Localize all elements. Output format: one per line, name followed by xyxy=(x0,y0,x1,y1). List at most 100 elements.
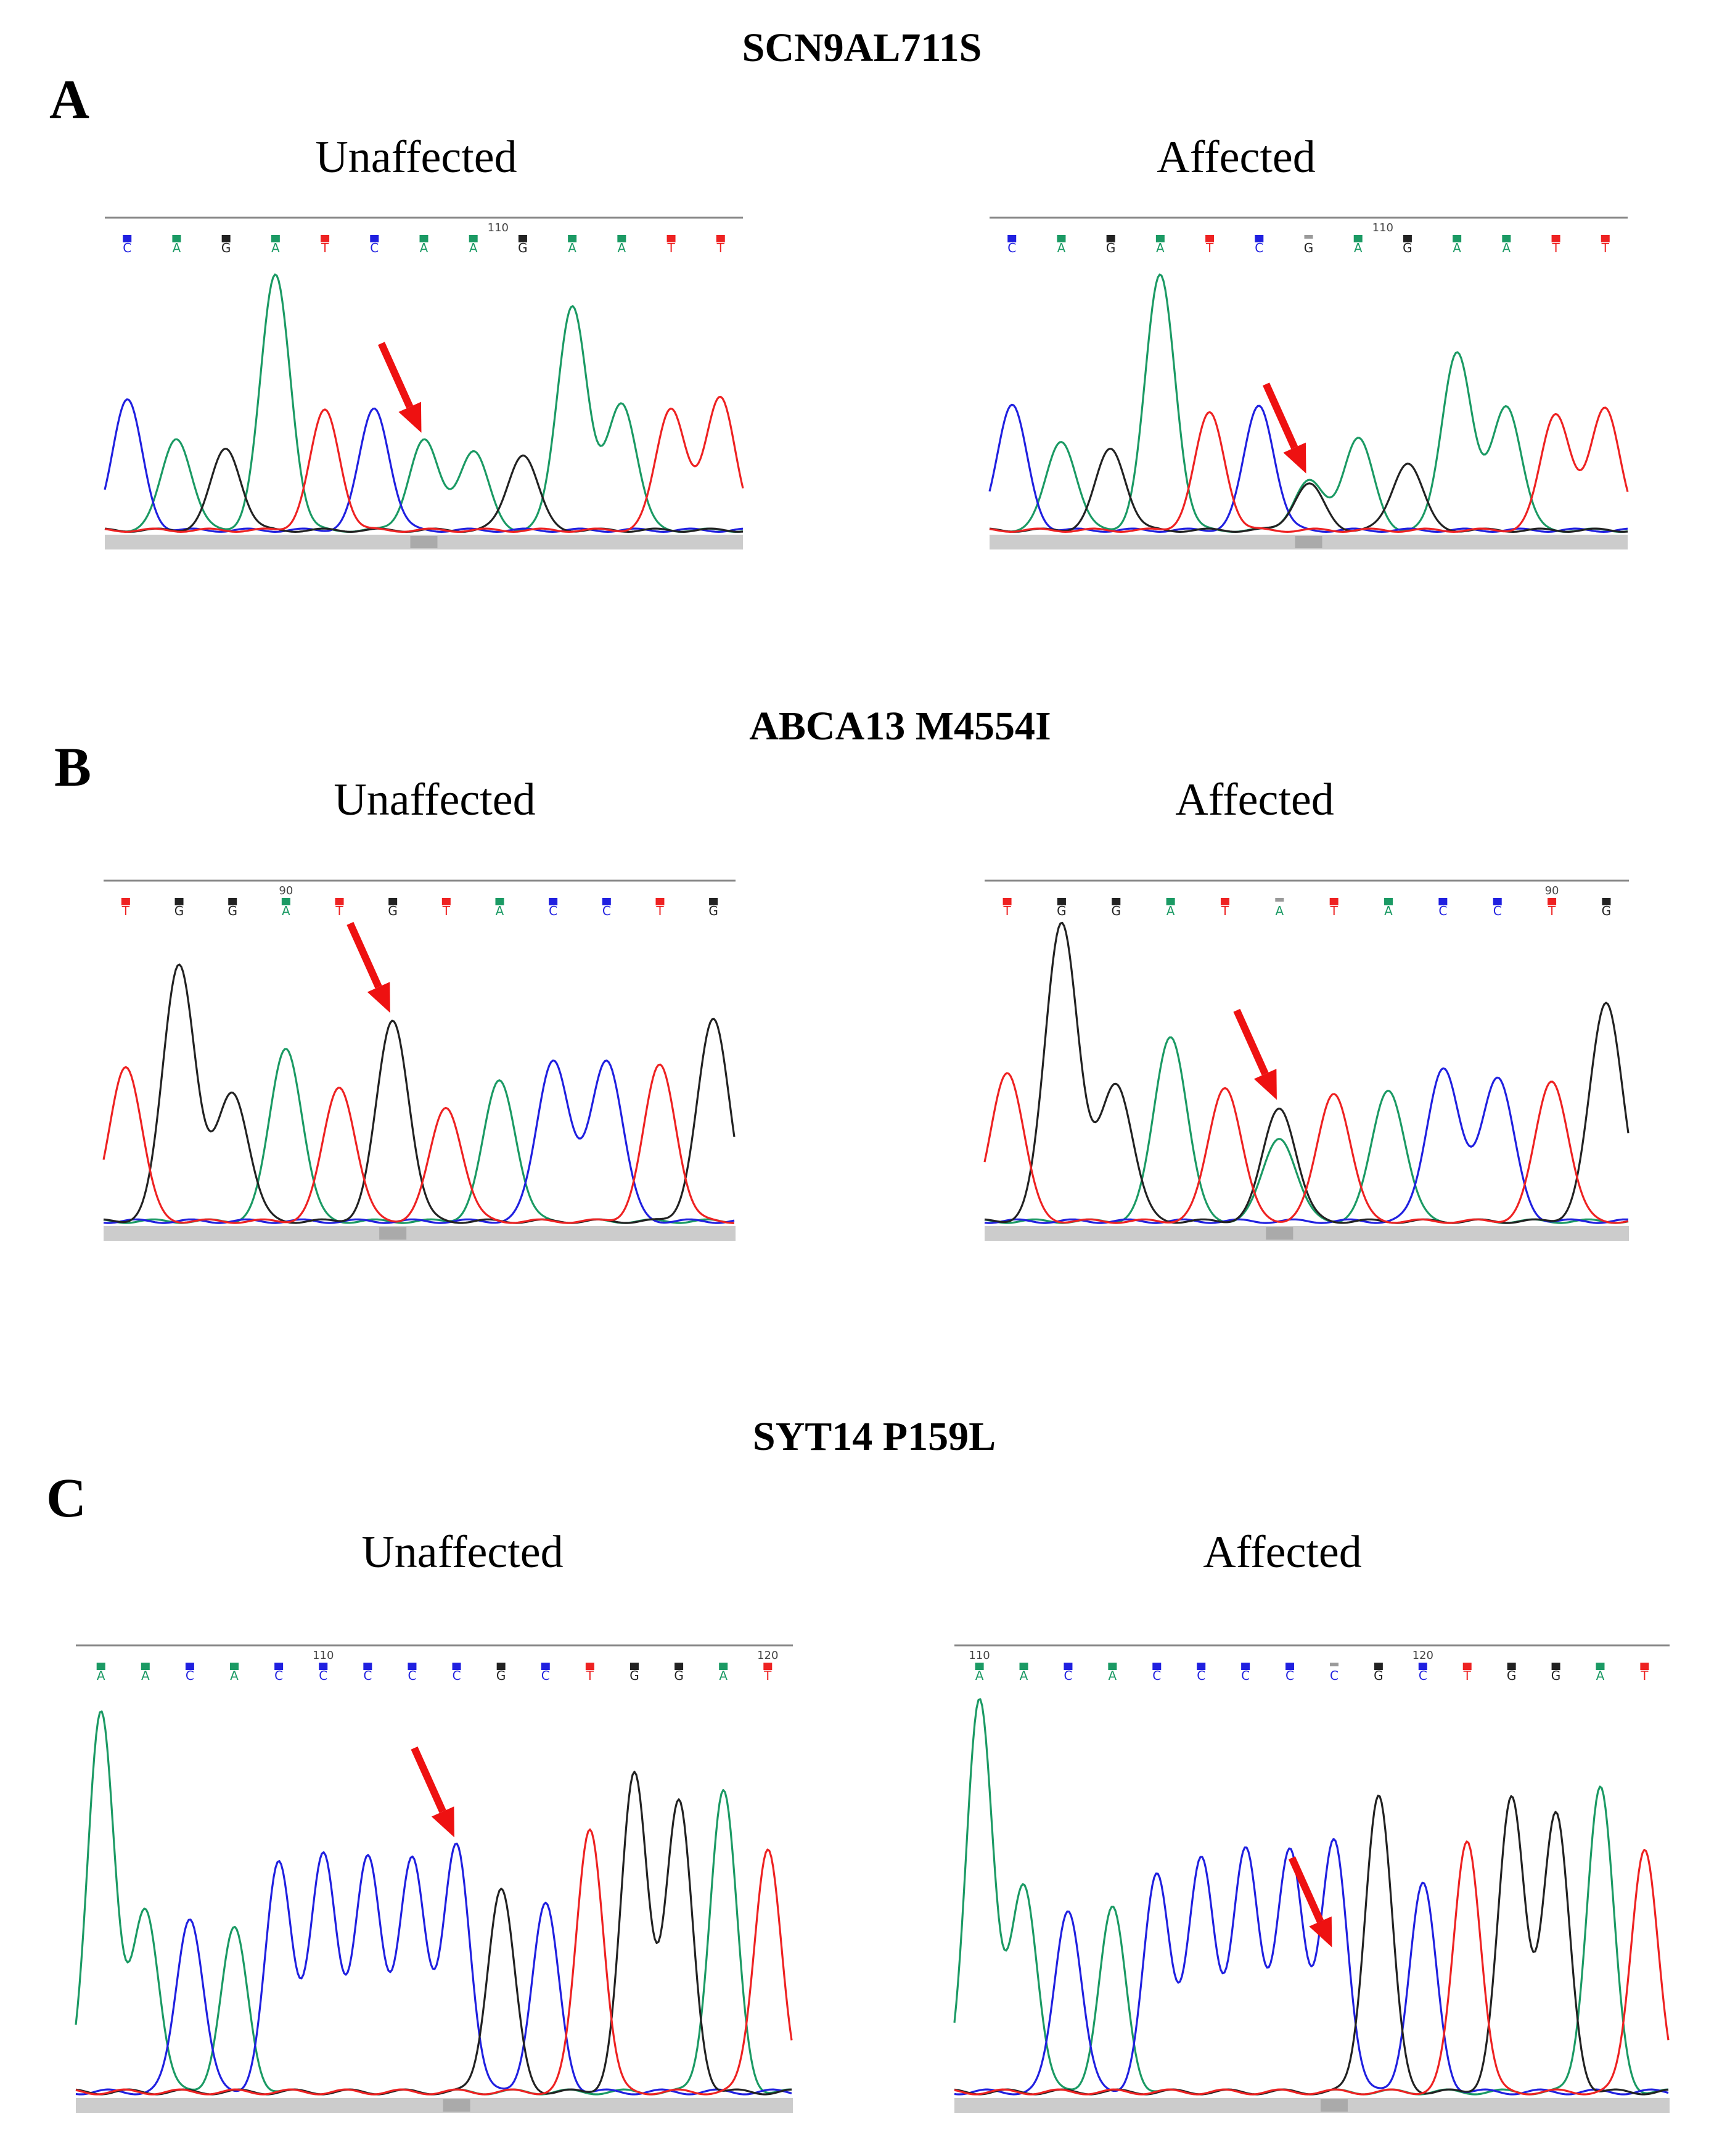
variant-arrow-shaft xyxy=(1263,382,1298,450)
base-call-letter: A xyxy=(1057,241,1066,255)
base-call-square xyxy=(121,898,130,905)
panel-b-left-label: Unaffected xyxy=(334,775,536,825)
base-call-square xyxy=(1275,898,1284,902)
base-call-square xyxy=(1493,898,1502,905)
base-call-letter: C xyxy=(541,1668,550,1683)
trace-T xyxy=(983,1072,1629,1224)
base-call-letter: A xyxy=(271,241,280,255)
base-call-letter: C xyxy=(319,1668,327,1683)
base-call-letter: A xyxy=(719,1668,728,1683)
base-call-square xyxy=(975,1663,984,1670)
variant-position-marker xyxy=(443,2099,470,2112)
base-call-square xyxy=(1403,235,1412,242)
base-call-letter: G xyxy=(388,903,398,918)
base-call-square xyxy=(1453,235,1462,242)
base-call-square xyxy=(1551,1663,1560,1670)
base-call-square xyxy=(141,1663,150,1670)
trace-C xyxy=(954,1838,1669,2096)
variant-arrow-shaft xyxy=(346,921,382,989)
base-call-letter: G xyxy=(228,903,237,918)
base-call-square xyxy=(221,235,231,242)
variant-arrow-head xyxy=(1283,442,1306,474)
base-call-square xyxy=(549,898,558,905)
base-call-letter: C xyxy=(1438,903,1447,918)
base-call-square xyxy=(1502,235,1511,242)
base-call-square xyxy=(441,898,451,905)
base-call-letter: T xyxy=(321,241,329,255)
base-call-letter: A xyxy=(1384,903,1393,918)
variant-position-marker xyxy=(379,1227,407,1240)
position-tick-label: 90 xyxy=(279,884,293,897)
base-call-square xyxy=(1002,898,1012,905)
base-call-letter: G xyxy=(174,903,184,918)
base-call-square xyxy=(495,898,504,905)
base-call-letter: C xyxy=(274,1668,283,1683)
chromatogram-b-affected: 90 T G G A T A T A C C T G xyxy=(983,879,1630,1241)
base-call-letter: C xyxy=(1197,1668,1205,1683)
variant-arrow-head xyxy=(431,1806,454,1838)
base-call-square xyxy=(1155,235,1165,242)
trace-G xyxy=(104,448,744,533)
base-call-letter: A xyxy=(282,903,290,918)
variant-arrow-head xyxy=(1309,1916,1332,1948)
base-call-square xyxy=(1112,898,1121,905)
base-call-square xyxy=(674,1663,684,1670)
base-call-square xyxy=(1551,235,1560,242)
base-call-square xyxy=(541,1663,550,1670)
base-call-letter: A xyxy=(173,241,181,255)
variant-position-marker xyxy=(1266,1227,1294,1240)
variant-arrow-head xyxy=(398,401,422,433)
base-call-square xyxy=(1507,1663,1516,1670)
base-call-square xyxy=(1255,235,1264,242)
trace-T xyxy=(989,406,1629,533)
base-call-letter: A xyxy=(1020,1668,1028,1683)
base-call-letter: A xyxy=(1503,241,1511,255)
base-call-square xyxy=(281,898,290,905)
base-call-letter: G xyxy=(221,241,231,255)
base-call-letter: G xyxy=(496,1668,506,1683)
trace-C xyxy=(984,1067,1629,1224)
chromatogram-c-unaffected: 110 120 A A C A C C C C C G C T G G A T xyxy=(75,1644,793,2113)
base-call-square xyxy=(496,1663,506,1670)
base-call-letter: T xyxy=(1221,903,1229,918)
trace-T xyxy=(102,1063,734,1224)
trace-G xyxy=(103,963,736,1224)
base-call-letter: G xyxy=(674,1668,684,1683)
trace-G xyxy=(75,1771,792,2096)
base-call-square xyxy=(1007,235,1017,242)
base-call-square xyxy=(1057,235,1066,242)
baseline-bar xyxy=(76,2098,793,2113)
panel-a-right-label: Affected xyxy=(1157,132,1316,183)
base-call-letter: T xyxy=(1548,903,1556,918)
base-call-square xyxy=(228,898,237,905)
baseline-bar xyxy=(104,1226,736,1241)
base-call-letter: T xyxy=(763,1668,772,1683)
base-call-square xyxy=(1374,1663,1383,1670)
base-call-letter: G xyxy=(1374,1668,1384,1683)
trace-C xyxy=(75,1842,792,2096)
base-call-letter: A xyxy=(230,1668,239,1683)
panel-c-left-label: Unaffected xyxy=(361,1527,564,1578)
base-call-square xyxy=(1241,1663,1250,1670)
base-call-square xyxy=(174,898,184,905)
chromatogram-a-unaffected: 110 C A G A T C A A G A A T T xyxy=(104,216,744,549)
base-call-letter: T xyxy=(1205,241,1214,255)
panel-b-letter: B xyxy=(54,737,92,798)
base-call-letter: A xyxy=(97,1668,105,1683)
base-call-letter: A xyxy=(618,241,626,255)
base-call-letter: T xyxy=(666,241,675,255)
trace-A xyxy=(75,1710,792,2096)
trace-G xyxy=(989,448,1628,533)
base-call-letter: A xyxy=(568,241,576,255)
base-call-square xyxy=(185,1663,194,1670)
base-call-square xyxy=(585,1663,594,1670)
base-call-letter: T xyxy=(1640,1668,1649,1683)
base-call-square xyxy=(1197,1663,1206,1670)
base-call-square xyxy=(452,1663,461,1670)
base-call-letter: G xyxy=(518,241,528,255)
variant-position-marker xyxy=(1320,2099,1348,2112)
base-call-square xyxy=(172,235,181,242)
base-call-letter: C xyxy=(602,903,611,918)
base-call-letter: G xyxy=(1304,241,1314,255)
base-call-letter: A xyxy=(1275,903,1284,918)
